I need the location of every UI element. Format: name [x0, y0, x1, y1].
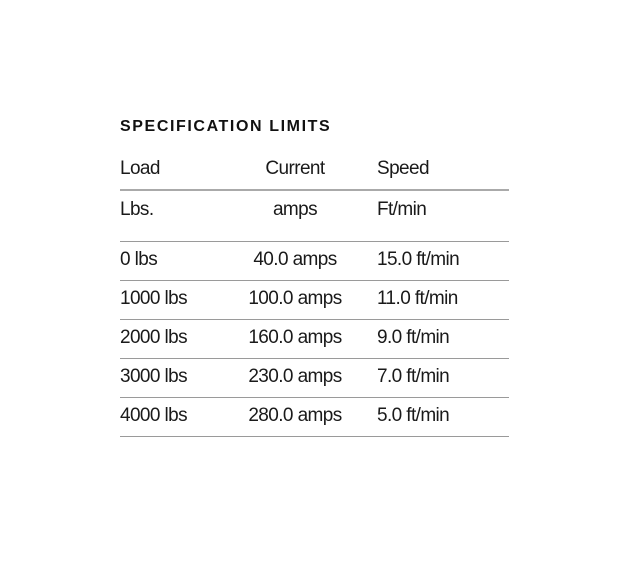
header-load: Load — [120, 158, 160, 179]
cell-load: 2000 lbs — [120, 327, 188, 348]
spec-table: Load Current Speed Lbs. amps Ft/min 0 lb… — [120, 151, 509, 437]
table-row: 0 lbs 40.0 amps 15.0 ft/min — [120, 242, 509, 281]
table-row: 3000 lbs 230.0 amps 7.0 ft/min — [120, 359, 509, 398]
cell-speed: 7.0 ft/min — [377, 366, 450, 387]
table-row: 1000 lbs 100.0 amps 11.0 ft/min — [120, 281, 509, 320]
cell-speed: 11.0 ft/min — [377, 288, 458, 309]
table-row: 4000 lbs 280.0 amps 5.0 ft/min — [120, 398, 509, 437]
units-row: Lbs. amps Ft/min — [120, 191, 509, 242]
cell-speed: 15.0 ft/min — [377, 249, 460, 270]
cell-current: 230.0 amps — [248, 366, 342, 387]
header-row: Load Current Speed — [120, 151, 509, 191]
unit-speed: Ft/min — [377, 199, 427, 220]
cell-current: 160.0 amps — [248, 327, 342, 348]
cell-current: 100.0 amps — [248, 288, 342, 309]
cell-speed: 5.0 ft/min — [377, 405, 450, 426]
cell-load: 0 lbs — [120, 249, 158, 270]
unit-current: amps — [272, 199, 318, 220]
unit-load: Lbs. — [120, 199, 154, 220]
table-row: 2000 lbs 160.0 amps 9.0 ft/min — [120, 320, 509, 359]
header-speed: Speed — [377, 158, 430, 179]
cell-current: 280.0 amps — [248, 405, 342, 426]
section-title: SPECIFICATION LIMITS — [120, 118, 332, 135]
cell-load: 3000 lbs — [120, 366, 188, 387]
cell-speed: 9.0 ft/min — [377, 327, 450, 348]
cell-load: 4000 lbs — [120, 405, 188, 426]
cell-load: 1000 lbs — [120, 288, 188, 309]
header-current: Current — [265, 158, 325, 179]
cell-current: 40.0 amps — [253, 249, 337, 270]
